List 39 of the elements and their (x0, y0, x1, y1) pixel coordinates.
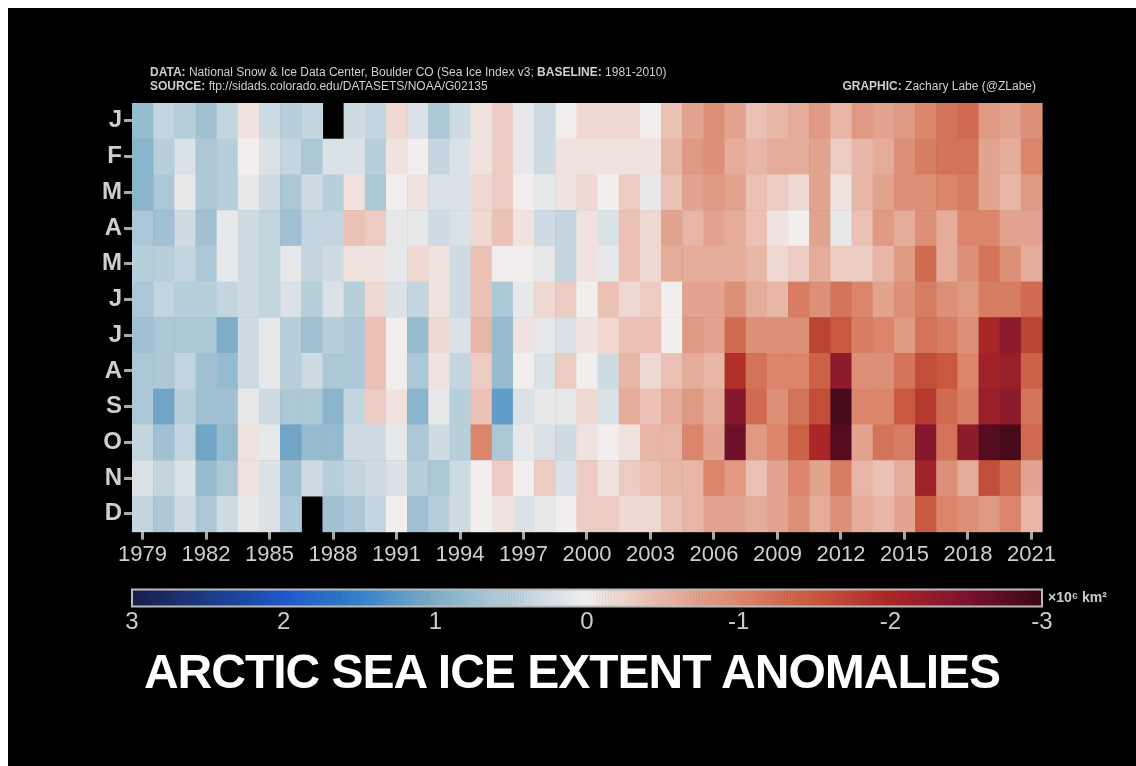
y-tick-label: O (103, 426, 122, 454)
x-tick-label: 1985 (245, 540, 295, 566)
x-tick-label: 1994 (435, 540, 485, 566)
y-tick-label: S (105, 391, 122, 419)
x-tick-label: 2015 (879, 540, 929, 566)
y-tick-label: M (101, 248, 122, 276)
color-bar-label: 1 (428, 607, 443, 635)
x-tick-label: 2009 (752, 540, 802, 566)
x-tick-label: 1979 (118, 540, 168, 566)
y-tick-label: F (107, 141, 122, 169)
y-tick-label: J (108, 284, 122, 312)
color-bar-label: 2 (276, 607, 291, 635)
x-tick-label: 1982 (181, 540, 231, 566)
color-bar-title: ×10⁶ km² (1048, 588, 1108, 605)
y-tick-label: D (104, 498, 122, 526)
source-note: SOURCE: ftp://sidads.colorado.edu/DATASETS/NOAA/G02135 (150, 79, 488, 93)
color-bar-label: -3 (1031, 607, 1053, 635)
x-tick-label: 2000 (562, 540, 612, 566)
x-tick-label: 2003 (626, 540, 675, 566)
y-tick-label: A (104, 212, 122, 240)
y-tick-label: N (104, 462, 122, 490)
y-tick-label: A (104, 355, 122, 383)
x-tick-label: 2021 (1006, 540, 1056, 566)
color-bar-label: -1 (727, 607, 750, 635)
y-tick-label: J (108, 105, 122, 133)
x-tick-label: 2012 (816, 540, 866, 566)
x-tick-label: 1997 (499, 540, 548, 566)
y-tick-label: M (101, 176, 122, 204)
color-bar-label: 0 (580, 607, 594, 635)
y-tick-label: J (108, 319, 122, 347)
text: DATA: National Snow & Ice Data Center, Boulder CO (Sea Ice Index v3; BASELINE: 1981-2010) (150, 65, 667, 79)
x-tick-label: 1991 (372, 540, 422, 566)
text: ARCTIC SEA ICE EXTENT ANOMALIES (142, 644, 1002, 699)
color-bar-label: 3 (125, 607, 139, 635)
color-bar-label: -2 (879, 607, 901, 635)
text: GRAPHIC: Zachary Labe (@ZLabe) (842, 79, 1036, 93)
x-tick-label: 1988 (308, 540, 358, 566)
x-tick-label: 2018 (943, 540, 993, 566)
x-tick-label: 2006 (689, 540, 739, 566)
